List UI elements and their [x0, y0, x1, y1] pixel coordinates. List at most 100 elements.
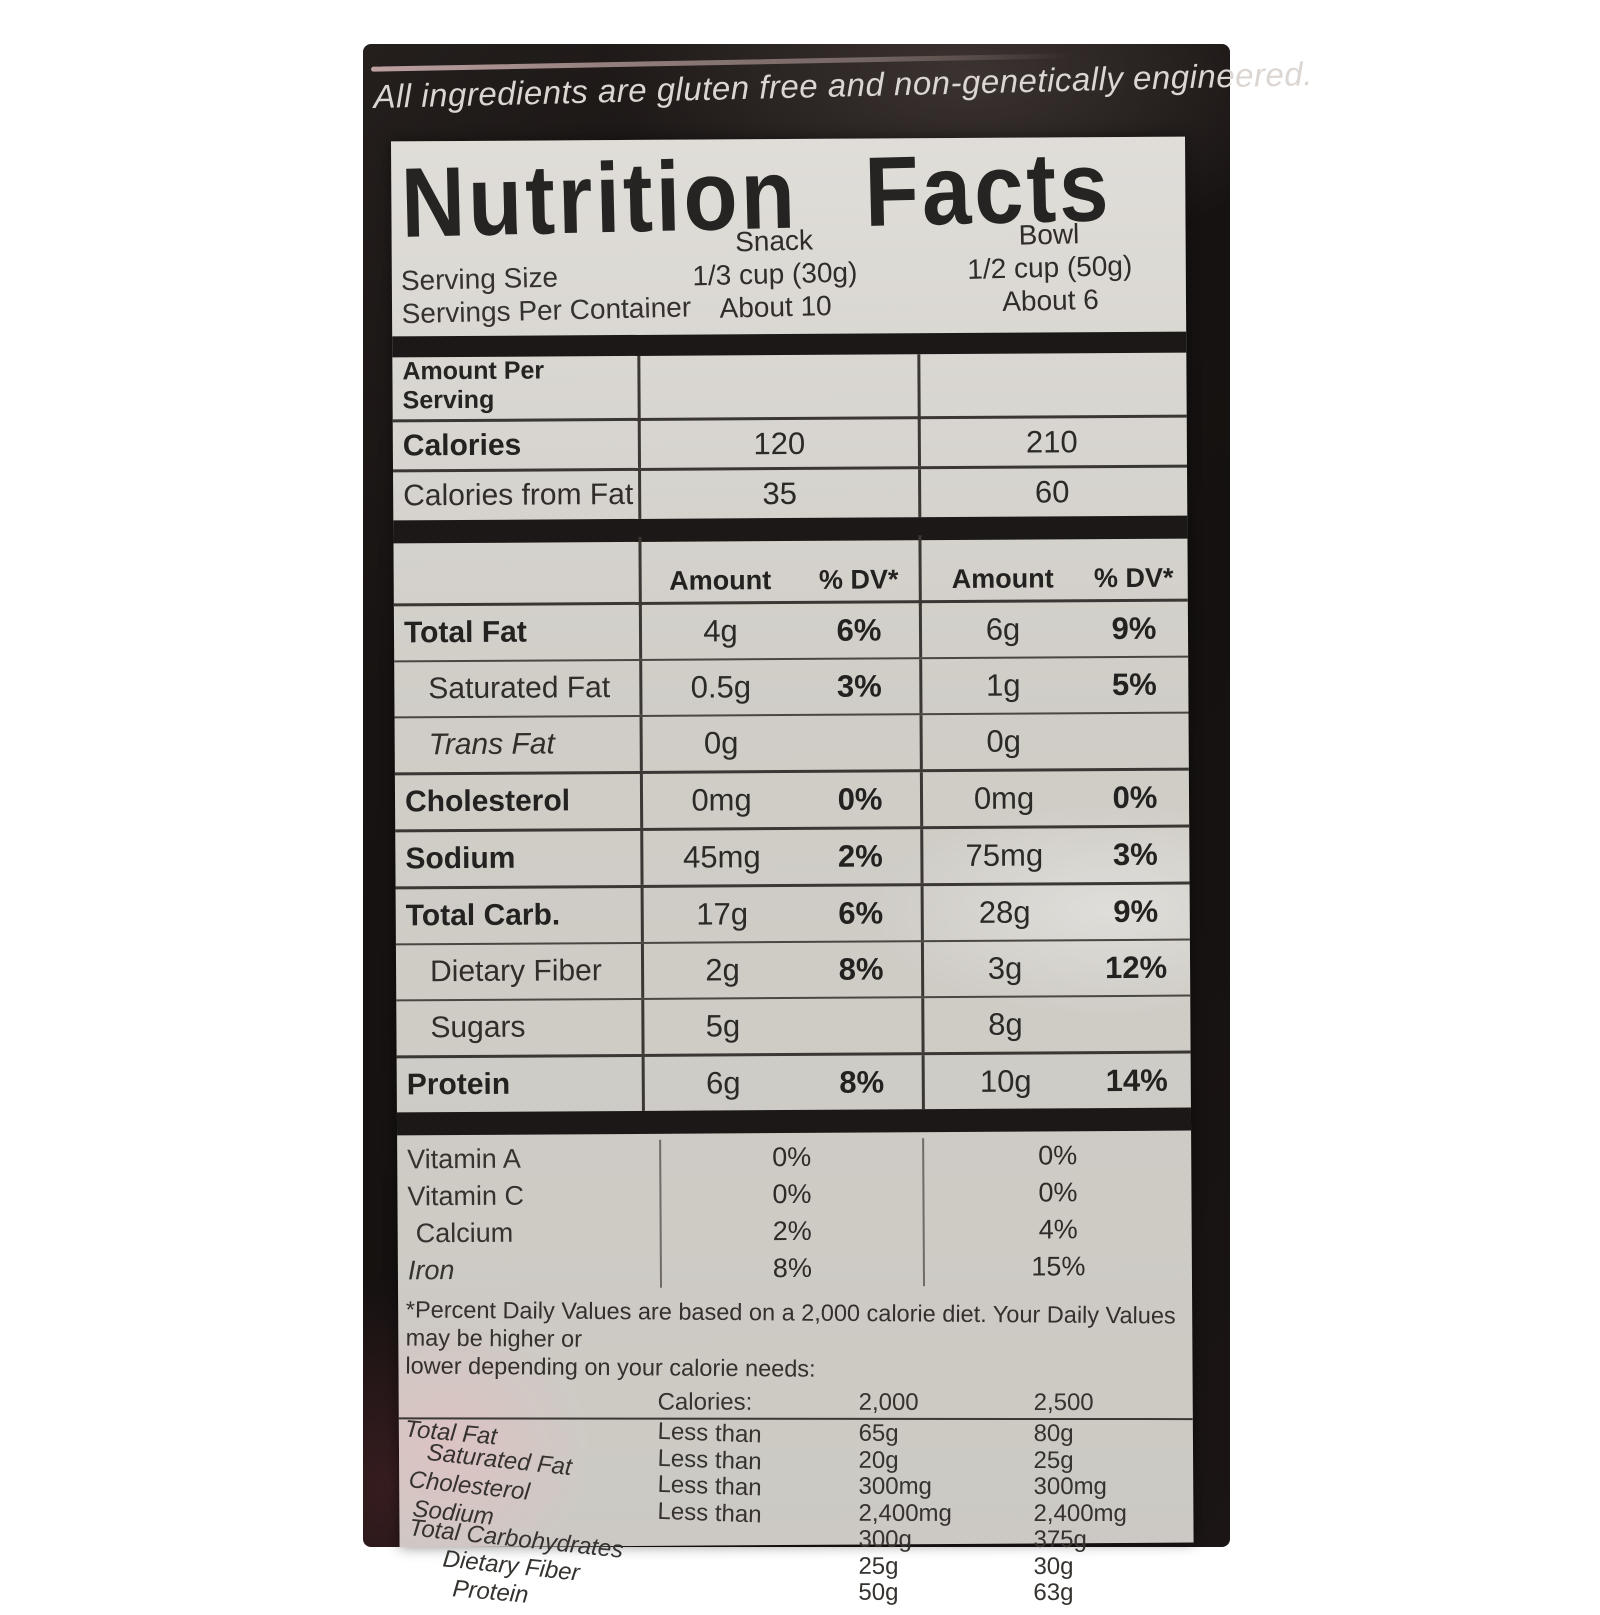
bowl-amount-value: 1g	[919, 658, 1085, 714]
bowl-dv-value	[1086, 997, 1186, 1052]
daily-values-reference-table: Calories: 2,000 2,500 Total Fat Less tha…	[398, 1387, 1193, 1609]
footnote-line-2: lower depending on your calorie needs:	[405, 1352, 816, 1382]
nutrient-row-sugars: Sugars 5g 8g	[396, 994, 1191, 1056]
vitamin-row-iron: Iron 8% 15%	[398, 1247, 1193, 1290]
vitamin-row-vitamin-a: Vitamin A 0% 0%	[397, 1136, 1192, 1179]
bowl-dv-value: 9%	[1113, 893, 1159, 930]
snack-vitamin-value: 0%	[659, 1175, 923, 1214]
nutrient-row-cholesterol: Cholesterol 0mg 0% 0mg 0%	[394, 767, 1190, 830]
calories-header-label: Calories:	[657, 1388, 753, 1416]
value-2000: 65g	[858, 1419, 899, 1447]
bowl-amount-header: Amount	[918, 534, 1084, 606]
calories-2500-header: 2,500	[1033, 1388, 1094, 1417]
bowl-dv-value: 14%	[1105, 1062, 1168, 1099]
reference-row-dietary-fiber: Dietary Fiber 25g 30g	[398, 1545, 1192, 1586]
bowl-dv-header: % DV*	[1093, 562, 1174, 594]
nutrient-label: Protein	[406, 1067, 511, 1102]
snack-dv-value: 3%	[836, 668, 882, 704]
reference-label: Protein	[451, 1575, 530, 1609]
snack-dv-value: 6%	[838, 895, 884, 931]
snack-vitamin-value: 8%	[659, 1249, 924, 1288]
calories-from-fat-label: Calories from Fat	[403, 477, 634, 513]
value-2000: 300g	[858, 1525, 912, 1553]
footnote-line-1: *Percent Daily Values are based on a 2,0…	[405, 1296, 1176, 1352]
calories-label: Calories	[402, 428, 522, 462]
nutrient-row-saturated-fat: Saturated Fat 0.5g 3% 1g 5%	[394, 655, 1189, 717]
reference-row-total-fat: Total Fat Less than 65g 80g	[398, 1415, 1193, 1450]
vitamin-label: Iron	[407, 1255, 455, 1286]
nutrient-row-sodium: Sodium 45mg 2% 75mg 3%	[395, 824, 1190, 887]
nutrient-row-total-carb: Total Carb. 17g 6% 28g 9%	[395, 881, 1190, 944]
less-than-qualifier: Less than	[657, 1497, 763, 1529]
nutrient-label: Sodium	[405, 841, 516, 876]
value-2500: 30g	[1033, 1552, 1074, 1580]
value-2000: 300mg	[858, 1472, 932, 1500]
bowl-dv-value: 12%	[1104, 949, 1168, 986]
calories-bowl-value: 210	[917, 417, 1183, 467]
nutrient-label: Total Carb.	[405, 898, 561, 933]
reference-table-header: Calories: 2,000 2,500	[399, 1387, 1193, 1418]
snack-servings-count: About 10	[719, 290, 833, 324]
snack-column-header: Snack 1/3 cup (30g) About 10	[638, 221, 912, 326]
daily-values-footnote: *Percent Daily Values are based on a 2,0…	[397, 1289, 1192, 1385]
snack-amount-value: 2g	[640, 942, 802, 998]
value-2000: 25g	[858, 1552, 899, 1580]
calories-row: Calories 120 210	[392, 414, 1187, 470]
value-2000: 2,400mg	[858, 1499, 952, 1527]
nutrient-label: Total Fat	[403, 615, 527, 650]
snack-dv-value	[801, 998, 921, 1053]
bowl-servings-count: About 6	[1001, 283, 1100, 318]
value-2000: 50g	[858, 1578, 899, 1606]
value-2500: 25g	[1033, 1446, 1074, 1474]
snack-dv-value: 8%	[839, 1064, 885, 1100]
nutrient-label: Trans Fat	[428, 727, 555, 762]
snack-amount-value: 17g	[640, 886, 801, 942]
bowl-dv-value	[1085, 714, 1185, 769]
bowl-amount-value: 0g	[919, 714, 1085, 770]
nutrient-label: Cholesterol	[404, 784, 571, 819]
reference-row-saturated-fat: Saturated Fat Less than 20g 25g	[399, 1438, 1193, 1480]
snack-dv-value: 6%	[836, 612, 882, 648]
amount-per-serving-row: Amount Per Serving	[392, 352, 1186, 422]
snack-dv-value: 8%	[838, 951, 884, 987]
value-2500: 63g	[1033, 1578, 1074, 1606]
label-header: Nutrition Facts Serving Size Servings Pe…	[388, 123, 1186, 337]
snack-dv-value: 2%	[837, 838, 883, 874]
nutrition-facts-label: Nutrition Facts Serving Size Servings Pe…	[391, 132, 1194, 1609]
bowl-amount-value: 6g	[918, 602, 1085, 658]
vitamin-label: Calcium	[415, 1217, 514, 1249]
snack-amount-value: 0mg	[639, 772, 801, 828]
value-2500: 2,400mg	[1033, 1499, 1127, 1527]
calories-from-fat-row: Calories from Fat 35 60	[393, 464, 1188, 521]
bowl-vitamin-value: 15%	[922, 1247, 1193, 1287]
product-package-photo: All ingredients are gluten free and non-…	[363, 44, 1313, 1609]
reference-row-protein: Protein 50g 63g	[398, 1575, 1192, 1609]
bowl-dv-value: 5%	[1111, 666, 1157, 703]
bowl-dv-value: 0%	[1112, 779, 1158, 816]
value-2000: 20g	[858, 1446, 899, 1474]
vitamin-label: Vitamin A	[407, 1143, 521, 1175]
vitamin-label: Vitamin C	[407, 1180, 525, 1212]
value-2500: 375g	[1033, 1525, 1087, 1554]
vitamin-row-calcium: Calcium 2% 4%	[398, 1210, 1192, 1253]
bowl-vitamin-value: 0%	[922, 1173, 1192, 1213]
bowl-amount-value: 3g	[920, 941, 1087, 997]
snack-amount-header: Amount	[638, 535, 799, 607]
bowl-amount-value: 10g	[921, 1054, 1087, 1110]
bowl-amount-value: 0mg	[919, 771, 1086, 827]
snack-amount-value: 0g	[639, 715, 800, 771]
snack-amount-value: 0.5g	[639, 659, 800, 715]
snack-dv-value	[800, 715, 920, 770]
calories-snack-value: 120	[637, 419, 919, 468]
value-2500: 300mg	[1033, 1472, 1107, 1501]
nutrient-label: Sugars	[430, 1010, 526, 1045]
nutrient-row-total-fat: Total Fat 4g 6% 6g 9%	[393, 598, 1189, 661]
snack-amount-value: 4g	[638, 603, 800, 659]
snack-amount-value: 6g	[641, 1055, 802, 1111]
amount-dv-header-row: Amount % DV* Amount % DV*	[393, 534, 1187, 607]
snack-vitamin-value: 2%	[659, 1212, 923, 1251]
nutrient-row-protein: Protein 6g 8% 10g 14%	[396, 1050, 1191, 1113]
nutrient-label: Saturated Fat	[428, 671, 611, 706]
bowl-vitamin-value: 4%	[922, 1210, 1192, 1250]
nutrient-label: Dietary Fiber	[429, 954, 602, 989]
